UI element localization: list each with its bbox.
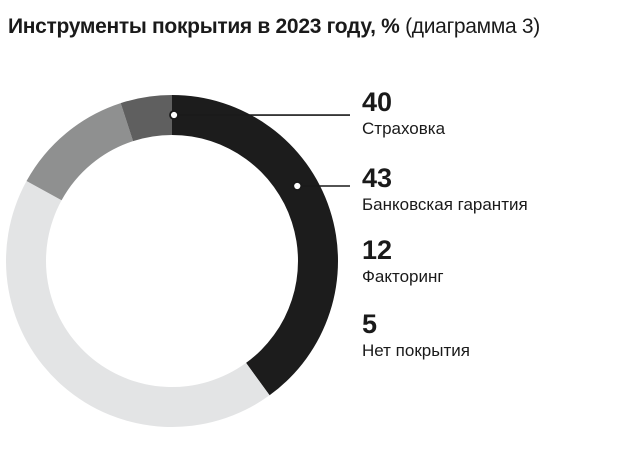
legend-item-bank-guarantee: 43 Банковская гарантия [362, 164, 528, 215]
chart-title-main: Инструменты покрытия в 2023 году, % [8, 15, 400, 38]
chart-title-sub: (диаграмма 3) [405, 15, 540, 38]
donut-slice-4 [120, 95, 172, 142]
legend-value: 5 [362, 309, 378, 339]
chart-title: Инструменты покрытия в 2023 году, % (диа… [8, 14, 540, 40]
donut-slice-1 [172, 95, 338, 396]
legend-value: 40 [362, 87, 393, 117]
donut-slice-3 [26, 103, 134, 201]
legend-value: 43 [362, 163, 393, 193]
legend-value: 12 [362, 235, 393, 265]
donut-slice-2 [5, 181, 270, 427]
legend-item-factoring: 12 Факторинг [362, 236, 444, 287]
legend-label: Факторинг [362, 267, 444, 286]
legend-item-no-coverage: 5 Нет покрытия [362, 310, 470, 361]
legend-label: Страховка [362, 119, 446, 138]
legend-item-insurance: 40 Страховка [362, 88, 445, 139]
legend-label: Нет покрытия [362, 341, 470, 360]
legend-label: Банковская гарантия [362, 195, 528, 214]
leader-insurance-dot [169, 110, 179, 120]
leader-bank-guarantee-dot [292, 181, 303, 191]
